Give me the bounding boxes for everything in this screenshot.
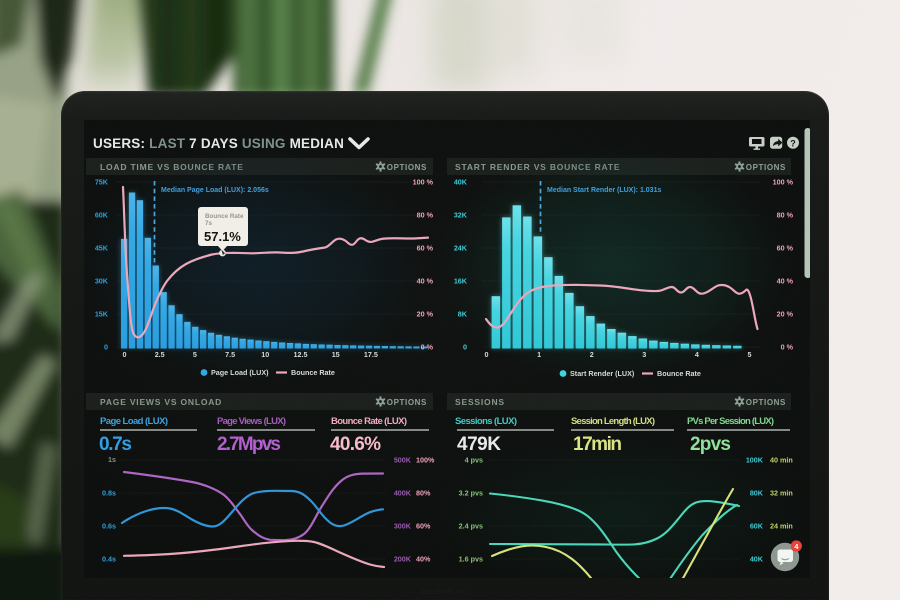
svg-text:32K: 32K bbox=[454, 211, 468, 220]
svg-text:2.7Mpvs: 2.7Mpvs bbox=[217, 434, 281, 455]
svg-text:Median Start Render (LUX): 1.0: Median Start Render (LUX): 1.031s bbox=[547, 187, 661, 194]
svg-text:20 %: 20 % bbox=[777, 310, 794, 319]
svg-text:?: ? bbox=[790, 139, 796, 149]
svg-text:60K: 60K bbox=[95, 211, 109, 220]
svg-text:1: 1 bbox=[537, 350, 541, 359]
svg-text:400K: 400K bbox=[394, 489, 412, 498]
svg-text:200K: 200K bbox=[394, 555, 412, 564]
svg-text:0.6s: 0.6s bbox=[102, 522, 116, 531]
svg-text:Bounce Rate: Bounce Rate bbox=[291, 368, 335, 377]
svg-text:60%: 60% bbox=[416, 522, 431, 531]
svg-text:75K: 75K bbox=[95, 178, 109, 187]
svg-text:40K: 40K bbox=[454, 178, 468, 187]
svg-text:8K: 8K bbox=[458, 310, 468, 319]
svg-text:Page Views (LUX): Page Views (LUX) bbox=[217, 416, 286, 427]
svg-text:1s: 1s bbox=[108, 455, 116, 464]
svg-text:Session Length (LUX): Session Length (LUX) bbox=[571, 416, 655, 427]
svg-text:2.4 pvs: 2.4 pvs bbox=[459, 522, 483, 531]
svg-text:1.6 pvs: 1.6 pvs bbox=[459, 555, 483, 564]
svg-text:0: 0 bbox=[485, 350, 489, 359]
svg-text:300K: 300K bbox=[394, 522, 412, 531]
svg-text:Sessions (LUX): Sessions (LUX) bbox=[455, 416, 517, 427]
svg-text:0: 0 bbox=[463, 343, 467, 352]
svg-text:40 %: 40 % bbox=[777, 277, 794, 286]
svg-text:60 %: 60 % bbox=[417, 244, 434, 253]
svg-text:0: 0 bbox=[123, 350, 127, 359]
svg-text:40K: 40K bbox=[750, 555, 764, 564]
svg-text:17min: 17min bbox=[573, 434, 622, 455]
svg-text:32 min: 32 min bbox=[770, 489, 793, 498]
svg-text:30K: 30K bbox=[95, 277, 109, 286]
svg-text:0.7s: 0.7s bbox=[99, 434, 132, 455]
svg-text:100%: 100% bbox=[416, 456, 435, 465]
svg-text:0 %: 0 % bbox=[421, 343, 434, 352]
svg-text:0.4s: 0.4s bbox=[102, 555, 116, 564]
svg-text:20 %: 20 % bbox=[417, 310, 434, 319]
svg-text:40%: 40% bbox=[416, 555, 431, 564]
svg-text:15: 15 bbox=[332, 350, 340, 359]
svg-text:100K: 100K bbox=[746, 456, 764, 465]
svg-text:40.6%: 40.6% bbox=[330, 434, 381, 455]
svg-text:7.5: 7.5 bbox=[225, 350, 235, 359]
svg-text:Bounce Rate: Bounce Rate bbox=[657, 369, 701, 378]
svg-text:17.5: 17.5 bbox=[364, 350, 378, 359]
svg-text:80 %: 80 % bbox=[417, 211, 434, 220]
svg-text:Page Load (LUX): Page Load (LUX) bbox=[100, 416, 168, 427]
svg-text:40 %: 40 % bbox=[417, 277, 434, 286]
svg-text:60K: 60K bbox=[750, 522, 764, 531]
svg-text:2.5: 2.5 bbox=[155, 350, 165, 359]
svg-text:PAGE VIEWS VS ONLOAD: PAGE VIEWS VS ONLOAD bbox=[100, 397, 222, 407]
svg-text:OPTIONS: OPTIONS bbox=[387, 163, 427, 172]
svg-text:OPTIONS: OPTIONS bbox=[746, 163, 786, 172]
svg-text:3: 3 bbox=[642, 350, 646, 359]
svg-text:80K: 80K bbox=[750, 489, 764, 498]
svg-text:3.2 pvs: 3.2 pvs bbox=[459, 489, 483, 498]
svg-text:12.5: 12.5 bbox=[294, 350, 308, 359]
svg-text:4 pvs: 4 pvs bbox=[465, 456, 483, 465]
svg-text:40 min: 40 min bbox=[770, 456, 793, 465]
svg-text:24 min: 24 min bbox=[770, 522, 793, 531]
svg-text:Bounce Rate: Bounce Rate bbox=[205, 213, 244, 220]
svg-text:OPTIONS: OPTIONS bbox=[387, 398, 427, 407]
svg-text:7s: 7s bbox=[205, 220, 213, 227]
svg-text:OPTIONS: OPTIONS bbox=[746, 398, 786, 407]
svg-text:2pvs: 2pvs bbox=[690, 434, 731, 455]
svg-text:15K: 15K bbox=[95, 310, 109, 319]
svg-text:Bounce Rate (LUX): Bounce Rate (LUX) bbox=[331, 416, 407, 427]
svg-text:2: 2 bbox=[590, 350, 594, 359]
svg-text:0: 0 bbox=[104, 343, 108, 352]
svg-text:5: 5 bbox=[193, 350, 197, 359]
svg-text:100 %: 100 % bbox=[773, 178, 794, 187]
svg-text:479K: 479K bbox=[457, 434, 501, 455]
svg-text:PVs Per Session (LUX): PVs Per Session (LUX) bbox=[687, 416, 774, 427]
svg-text:45K: 45K bbox=[95, 244, 109, 253]
svg-text:0.8s: 0.8s bbox=[102, 489, 116, 498]
svg-text:USERS: LAST 7 DAYS USING MEDIA: USERS: LAST 7 DAYS USING MEDIAN bbox=[93, 136, 344, 151]
svg-text:80 %: 80 % bbox=[777, 211, 794, 220]
svg-text:4: 4 bbox=[695, 350, 699, 359]
svg-text:16K: 16K bbox=[454, 277, 468, 286]
svg-text:57.1%: 57.1% bbox=[204, 229, 241, 244]
svg-text:5: 5 bbox=[748, 350, 752, 359]
svg-text:0 %: 0 % bbox=[781, 343, 794, 352]
svg-text:SESSIONS: SESSIONS bbox=[455, 397, 505, 407]
svg-text:500K: 500K bbox=[394, 456, 412, 465]
svg-text:100 %: 100 % bbox=[413, 178, 434, 187]
svg-text:10: 10 bbox=[261, 350, 269, 359]
svg-text:Start Render (LUX): Start Render (LUX) bbox=[570, 369, 635, 378]
svg-text:60 %: 60 % bbox=[777, 244, 794, 253]
svg-text:24K: 24K bbox=[454, 244, 468, 253]
svg-text:Median Page Load (LUX): 2.056s: Median Page Load (LUX): 2.056s bbox=[161, 187, 269, 194]
svg-text:Page Load (LUX): Page Load (LUX) bbox=[211, 368, 269, 377]
svg-text:80%: 80% bbox=[416, 489, 431, 498]
